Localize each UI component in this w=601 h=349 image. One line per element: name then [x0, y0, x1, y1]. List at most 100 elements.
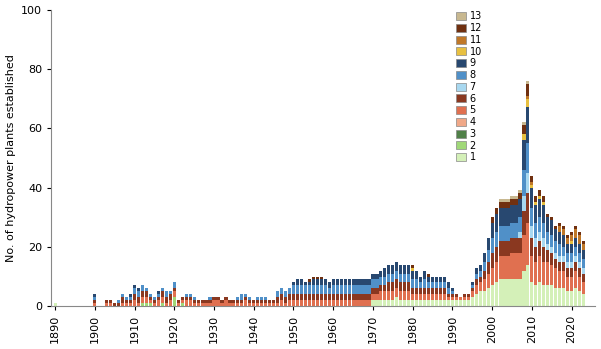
Bar — [197, 300, 200, 303]
Bar — [288, 300, 291, 306]
Bar — [359, 285, 362, 294]
Bar — [542, 238, 545, 247]
Bar — [534, 223, 537, 238]
Bar — [244, 297, 248, 300]
Bar — [582, 282, 585, 294]
Bar — [526, 223, 529, 265]
Bar — [443, 288, 446, 294]
Bar — [304, 294, 307, 300]
Bar — [395, 297, 398, 306]
Bar — [519, 232, 522, 238]
Bar — [395, 270, 398, 280]
Bar — [181, 297, 184, 300]
Bar — [475, 274, 478, 280]
Bar — [526, 193, 529, 223]
Bar — [359, 300, 362, 306]
Bar — [490, 285, 494, 306]
Bar — [129, 303, 132, 306]
Bar — [574, 270, 577, 288]
Bar — [133, 300, 136, 306]
Bar — [189, 294, 192, 297]
Bar — [498, 199, 502, 202]
Bar — [522, 122, 525, 125]
Bar — [292, 300, 295, 306]
Bar — [340, 280, 343, 285]
Bar — [574, 229, 577, 238]
Bar — [530, 226, 534, 238]
Bar — [443, 294, 446, 300]
Bar — [332, 280, 335, 285]
Bar — [522, 140, 525, 170]
Bar — [137, 288, 140, 291]
Bar — [423, 294, 426, 300]
Bar — [149, 300, 152, 303]
Bar — [538, 191, 542, 196]
Bar — [439, 300, 442, 306]
Bar — [542, 205, 545, 223]
Bar — [371, 288, 374, 294]
Bar — [391, 274, 394, 282]
Bar — [447, 294, 450, 297]
Bar — [320, 285, 323, 294]
Bar — [324, 300, 327, 306]
Bar — [328, 288, 331, 294]
Bar — [192, 303, 196, 306]
Bar — [498, 202, 502, 208]
Bar — [344, 300, 347, 306]
Bar — [526, 173, 529, 193]
Bar — [415, 270, 418, 280]
Bar — [312, 280, 315, 285]
Bar — [502, 199, 505, 202]
Bar — [502, 226, 505, 241]
Bar — [562, 270, 566, 288]
Bar — [240, 303, 243, 306]
Bar — [53, 303, 56, 306]
Bar — [133, 285, 136, 288]
Bar — [153, 300, 156, 303]
Bar — [478, 276, 482, 282]
Bar — [300, 285, 303, 294]
Bar — [538, 217, 542, 232]
Bar — [427, 300, 430, 306]
Bar — [550, 217, 554, 220]
Bar — [546, 214, 549, 217]
Bar — [268, 300, 271, 303]
Bar — [510, 280, 514, 306]
Bar — [570, 235, 573, 241]
Bar — [141, 297, 144, 303]
Bar — [554, 241, 557, 253]
Bar — [344, 294, 347, 300]
Bar — [367, 280, 371, 285]
Bar — [153, 297, 156, 300]
Bar — [367, 294, 371, 300]
Bar — [352, 294, 355, 300]
Bar — [224, 297, 228, 300]
Bar — [487, 250, 490, 262]
Bar — [478, 270, 482, 276]
Bar — [355, 280, 359, 285]
Bar — [260, 303, 263, 306]
Bar — [578, 262, 581, 268]
Bar — [534, 238, 537, 247]
Bar — [519, 199, 522, 217]
Bar — [574, 262, 577, 270]
Bar — [495, 247, 498, 262]
Bar — [157, 300, 160, 306]
Bar — [483, 280, 486, 291]
Bar — [149, 297, 152, 300]
Bar — [459, 300, 462, 306]
Bar — [212, 300, 216, 306]
Bar — [391, 265, 394, 274]
Bar — [534, 202, 537, 205]
Bar — [387, 265, 391, 274]
Bar — [550, 253, 554, 265]
Bar — [395, 262, 398, 270]
Bar — [172, 291, 176, 297]
Bar — [367, 300, 371, 306]
Bar — [335, 280, 339, 285]
Bar — [157, 297, 160, 300]
Bar — [347, 280, 351, 285]
Bar — [340, 294, 343, 300]
Bar — [502, 256, 505, 280]
Bar — [530, 238, 534, 256]
